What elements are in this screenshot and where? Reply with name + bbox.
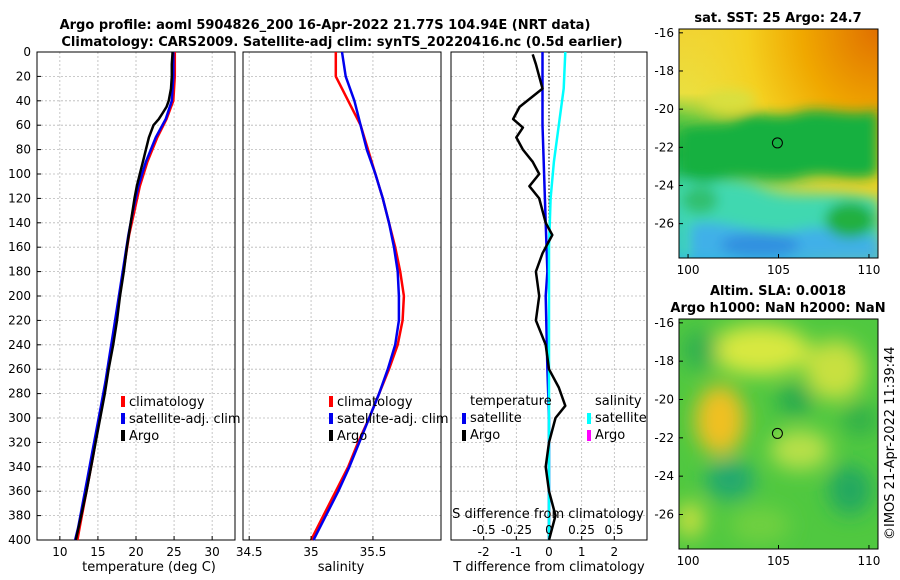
ytick-label: 280 — [8, 387, 31, 401]
legend-temperature-satellite: satellite — [470, 411, 522, 426]
ytick-label: 80 — [16, 143, 31, 157]
difference-panel: -2 -1 0 1 2 -0.5 -0.25 0 0.25 0.5 S difference f… — [450, 51, 648, 575]
sst-title: sat. SST: 25 Argo: 24.7 — [694, 11, 861, 26]
ytick-label: 0 — [23, 45, 31, 59]
map-ytick-label: -22 — [654, 140, 674, 154]
series-satellite-adj-clim — [312, 51, 401, 541]
map-ytick-label: -26 — [654, 217, 674, 231]
series-temperature-argo — [511, 54, 567, 541]
t-difference-xlabel: T difference from climatology — [452, 560, 645, 575]
map-xtick-label: 100 — [677, 554, 700, 568]
map-ytick-label: -18 — [654, 354, 674, 368]
legend-salinity-satellite: satellite — [595, 411, 647, 426]
salinity-legend-satellite: satellite-adj. clim — [337, 412, 449, 427]
ytick-label: 380 — [8, 509, 31, 523]
ytick-label: 240 — [8, 338, 31, 352]
temperature-legend-satellite: satellite-adj. clim — [129, 412, 241, 427]
xtick-label: -1 — [510, 545, 522, 559]
ytick-label: 140 — [8, 216, 31, 230]
map-ytick-label: -24 — [654, 469, 674, 483]
xtick-label: 2 — [611, 545, 619, 559]
s-tick-label: 0.25 — [568, 523, 595, 537]
ytick-label: 200 — [8, 289, 31, 303]
xtick-label: 15 — [90, 545, 105, 559]
temperature-legend: climatology satellite-adj. clim Argo — [121, 395, 241, 444]
temperature-legend-climatology: climatology — [129, 395, 205, 410]
ytick-label: 60 — [16, 118, 31, 132]
series-argo — [74, 51, 174, 541]
temperature-panel: 0 20 40 60 80 100 120 140 160 180 200 220 240 260 280 3… — [8, 45, 241, 575]
ytick-label: 340 — [8, 460, 31, 474]
map-ytick-label: -26 — [654, 508, 674, 522]
map-ytick-label: -16 — [654, 316, 674, 330]
figure-title-line1: Argo profile: aoml 5904826_200 16-Apr-20… — [60, 18, 591, 33]
map-ytick-label: -20 — [654, 102, 674, 116]
ytick-label: 360 — [8, 484, 31, 498]
map-ytick-label: -24 — [654, 178, 674, 192]
sla-title-line2: Argo h1000: NaN h2000: NaN — [670, 301, 885, 316]
ytick-label: 220 — [8, 313, 31, 327]
xtick-label: 20 — [128, 545, 143, 559]
xtick-label: 35 — [303, 545, 318, 559]
difference-legend: temperature satellite Argo salinity sate… — [462, 394, 647, 443]
map-ytick-label: -16 — [654, 26, 674, 40]
s-tick-label: 0.5 — [604, 523, 623, 537]
series-salinity-satellite — [547, 51, 567, 540]
sst-map: sat. SST: 25 Argo: 24.7 100 105 110 -16 -18 -… — [654, 11, 880, 277]
temperature-xlabel: temperature (deg C) — [82, 560, 216, 575]
ytick-label: 160 — [8, 240, 31, 254]
xtick-label: 30 — [205, 545, 220, 559]
map-xtick-label: 110 — [858, 554, 881, 568]
legend-salinity-title: salinity — [595, 394, 642, 409]
salinity-legend-argo: Argo — [337, 429, 367, 444]
s-difference-label: S difference from climatology — [452, 507, 644, 522]
ytick-label: 20 — [16, 69, 31, 83]
figure-title-line2: Climatology: CARS2009. Satellite-adj cli… — [61, 35, 622, 50]
xtick-label: 0 — [545, 545, 553, 559]
legend-salinity-argo: Argo — [595, 428, 625, 443]
map-ytick-label: -20 — [654, 393, 674, 407]
legend-temperature-title: temperature — [470, 394, 552, 409]
s-tick-label: -0.5 — [472, 523, 495, 537]
map-xtick-label: 105 — [767, 554, 790, 568]
ytick-label: 320 — [8, 435, 31, 449]
s-tick-label: -0.25 — [501, 523, 532, 537]
salinity-legend-climatology: climatology — [337, 395, 413, 410]
s-tick-label: 0 — [545, 523, 553, 537]
salinity-xlabel: salinity — [318, 560, 365, 575]
map-xtick-label: 100 — [677, 263, 700, 277]
map-ytick-label: -22 — [654, 431, 674, 445]
xtick-label: 1 — [578, 545, 586, 559]
xtick-label: 34.5 — [236, 545, 263, 559]
ytick-label: 400 — [8, 533, 31, 547]
sla-title-line1: Altim. SLA: 0.0018 — [710, 284, 846, 299]
imos-credit: ©IMOS 21-Apr-2022 11:39:44 — [883, 346, 898, 540]
xtick-label: 25 — [166, 545, 181, 559]
ytick-label: 100 — [8, 167, 31, 181]
ytick-label: 300 — [8, 411, 31, 425]
salinity-legend: climatology satellite-adj. clim Argo — [329, 395, 449, 444]
map-ytick-label: -18 — [654, 64, 674, 78]
sla-float-marker — [771, 427, 783, 439]
sst-float-marker — [771, 137, 783, 149]
xtick-label: 35.5 — [360, 545, 387, 559]
map-xtick-label: 110 — [858, 263, 881, 277]
ytick-label: 40 — [16, 94, 31, 108]
series-climatology — [309, 52, 406, 541]
ytick-label: 260 — [8, 362, 31, 376]
legend-temperature-argo: Argo — [470, 428, 500, 443]
salinity-panel: 34.5 35 35.5 salinity climatology satellit… — [236, 51, 449, 575]
temperature-legend-argo: Argo — [129, 429, 159, 444]
map-xtick-label: 105 — [767, 263, 790, 277]
ytick-label: 120 — [8, 191, 31, 205]
xtick-label: 10 — [52, 545, 67, 559]
sla-map: Altim. SLA: 0.0018 Argo h1000: NaN h2000… — [654, 284, 885, 568]
xtick-label: -2 — [478, 545, 490, 559]
ytick-label: 180 — [8, 265, 31, 279]
